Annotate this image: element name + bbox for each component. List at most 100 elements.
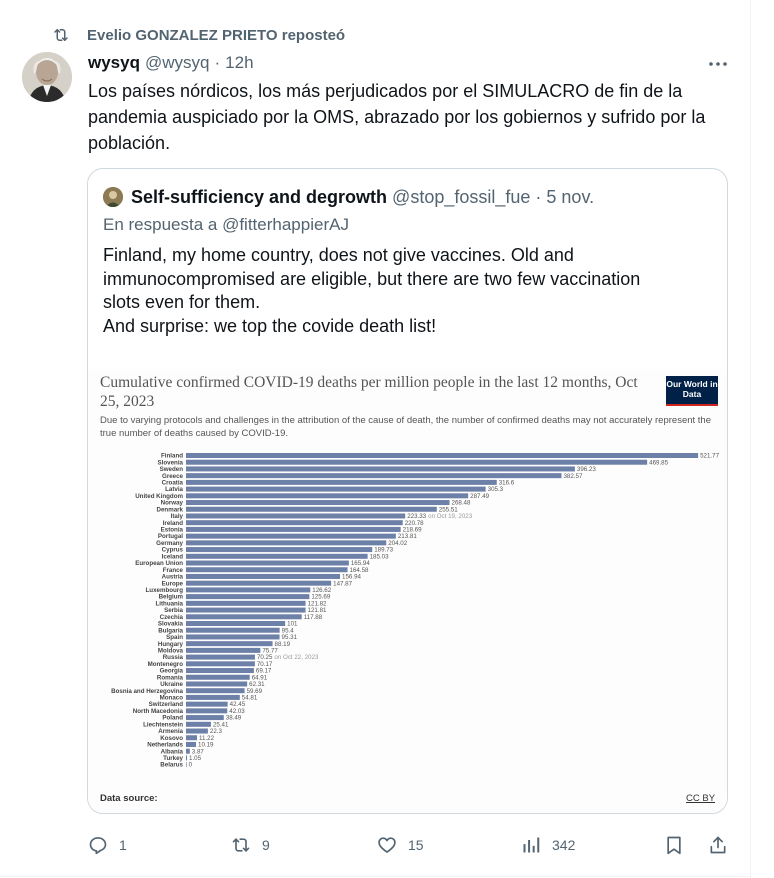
repost-label: Evelio GONZALEZ PRIETO reposteó <box>87 26 346 44</box>
repost-icon <box>232 838 250 852</box>
bar-category-label: Slovenia <box>158 459 184 466</box>
chart-image[interactable]: Cumulative confirmed COVID-19 deaths per… <box>88 369 727 813</box>
bar-value-label: 396.23 <box>577 466 596 473</box>
bar <box>186 580 332 586</box>
bar-date-note: on Oct 19, 2023 <box>428 513 473 520</box>
repost-count: 9 <box>262 837 270 853</box>
bar-category-label: Liechtenstein <box>143 721 183 728</box>
bookmark-button[interactable] <box>664 828 684 862</box>
bar <box>186 513 406 519</box>
bar-value-label: 469.85 <box>649 459 668 466</box>
bar-category-label: Italy <box>171 513 184 520</box>
bar-category-label: Cyprus <box>162 547 184 554</box>
bar-value-label: 164.58 <box>350 567 369 574</box>
views-icon <box>523 837 540 853</box>
bar-category-label: Estonia <box>161 527 184 534</box>
bar-category-label: Switzerland <box>149 701 184 708</box>
bar-category-label: Norway <box>161 500 184 507</box>
bar-value-label: 287.49 <box>470 493 489 500</box>
bar-category-label: Belgium <box>159 594 184 601</box>
bar-value-label: 22.3 <box>210 728 223 735</box>
bar-category-label: Georgia <box>160 668 184 675</box>
bar-value-label: 204.02 <box>388 540 407 547</box>
reply-button[interactable]: 1 <box>88 828 127 862</box>
bar-value-label: 1.05 <box>189 755 202 762</box>
timeline-divider <box>750 0 751 878</box>
bar-category-label: Armenia <box>158 728 183 735</box>
heart-icon <box>378 837 396 853</box>
bar-category-label: Luxembourg <box>146 587 184 594</box>
quote-time[interactable]: 5 nov. <box>546 186 595 207</box>
bar <box>186 735 198 741</box>
bar-value-label: 42.03 <box>229 708 245 715</box>
quote-author-handle[interactable]: @stop_fossil_fue <box>392 186 531 207</box>
bar-value-label: 38.49 <box>226 715 242 722</box>
bar <box>186 641 273 647</box>
quote-header: Self-sufficiency and degrowth @stop_foss… <box>103 185 594 209</box>
avatar[interactable] <box>22 52 72 102</box>
bar-value-label: 125.69 <box>311 594 330 601</box>
license-link[interactable]: CC BY <box>686 793 716 804</box>
quote-text-line: And surprise: we top the covide death li… <box>103 315 437 336</box>
bar-value-label: 0 <box>189 762 193 769</box>
bar <box>186 567 348 573</box>
bar-value-label: 223.33 on Oct 19, 2023 <box>407 513 473 520</box>
more-options-button[interactable] <box>705 54 731 74</box>
bar-category-label: Kosovo <box>160 735 183 742</box>
action-bar: 1 9 15 342 <box>0 828 750 862</box>
bar-value-label: 64.91 <box>252 674 268 681</box>
quote-avatar <box>103 187 123 207</box>
author-name[interactable]: wysyq <box>88 53 140 72</box>
bar <box>186 459 648 465</box>
bar <box>186 533 396 539</box>
bar <box>186 473 562 479</box>
like-button[interactable]: 15 <box>377 828 424 862</box>
more-icon <box>709 62 727 66</box>
bar <box>186 634 280 640</box>
bar-value-label: 59.69 <box>247 688 263 695</box>
quote-text-line: immunocompromised are eligible, but ther… <box>103 268 641 289</box>
quote-author-name[interactable]: Self-sufficiency and degrowth <box>131 186 388 207</box>
repost-button[interactable]: 9 <box>231 828 270 862</box>
tweet-text: Los países nórdicos, los más perjudicado… <box>88 81 706 153</box>
views-button[interactable]: 342 <box>521 828 575 862</box>
share-button[interactable] <box>708 828 728 862</box>
bar-category-label: Bosnia and Herzegovina <box>111 688 183 695</box>
bar-category-label: Iceland <box>162 553 184 560</box>
tweet-header: wysyq @wysyq · 12h <box>88 52 254 74</box>
tweet-time[interactable]: 12h <box>225 53 254 72</box>
bar-category-label: Czechia <box>160 614 184 621</box>
bar <box>186 526 401 532</box>
bar-value-label: 156.94 <box>342 574 361 581</box>
bar-category-label: Russia <box>163 654 184 661</box>
quote-separator: · <box>535 186 542 207</box>
chart-subtitle: Due to varying protocols and challenges … <box>100 415 712 439</box>
bar-value-label: 3.87 <box>192 748 205 755</box>
bar-value-label: 70.17 <box>257 661 273 668</box>
bar <box>186 647 261 653</box>
bar <box>186 755 188 761</box>
reply-context[interactable]: En respuesta a @fitterhappierAJ <box>103 215 349 234</box>
bar-category-label: Latvia <box>165 486 183 493</box>
bar-category-label: Ireland <box>163 520 184 527</box>
bar-value-label: 75.77 <box>262 647 278 654</box>
header-separator: · <box>214 53 221 72</box>
bar-value-label: 69.17 <box>256 668 272 675</box>
views-count: 342 <box>552 837 576 853</box>
bar-chart: Finland 521.77 Slovenia 469.85 Sweden 396.23 G… <box>111 453 719 769</box>
bar-value-label: 11.22 <box>199 735 215 742</box>
repost-banner[interactable]: Evelio GONZALEZ PRIETO reposteó <box>52 24 345 46</box>
quoted-tweet[interactable]: Self-sufficiency and degrowth @stop_foss… <box>87 168 728 814</box>
bar-category-label: Portugal <box>158 533 183 540</box>
bar-value-label: 189.73 <box>374 547 393 554</box>
repost-icon <box>54 29 68 41</box>
reply-count: 1 <box>119 837 127 853</box>
bar <box>186 607 306 613</box>
bar <box>186 500 450 506</box>
bar-value-label: 121.82 <box>308 600 327 607</box>
bar <box>186 506 437 512</box>
author-handle[interactable]: @wysyq <box>144 53 210 72</box>
bar-value-label: 70.25 on Oct 22, 2023 <box>257 654 319 661</box>
bar <box>186 674 250 680</box>
bar-category-label: Serbia <box>164 607 183 614</box>
